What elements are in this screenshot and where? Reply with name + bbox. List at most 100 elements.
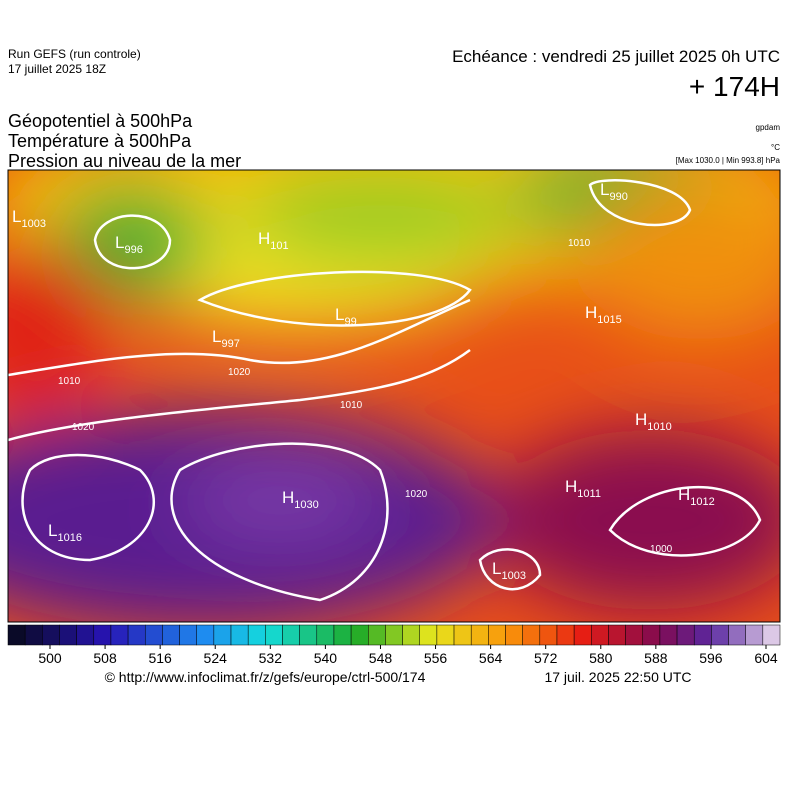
colorbar-swatch (711, 624, 729, 646)
isobar-label: 1010 (58, 376, 81, 387)
colorbar-swatch (608, 624, 626, 646)
center-value: 99 (344, 316, 356, 328)
unit: [Max 1030.0 | Min 993.8] hPa (676, 156, 781, 165)
pressure-center: L99 (335, 305, 357, 328)
run-label: Run GEFS (run controle) (8, 47, 141, 61)
colorbar-swatch (745, 624, 764, 646)
colorbar-swatch (488, 624, 506, 646)
center-type: H (258, 229, 270, 248)
center-type: H (678, 485, 690, 504)
colorbar-swatch (505, 624, 523, 646)
isobar-label: 1020 (405, 489, 428, 500)
center-type: L (335, 305, 344, 324)
colorbar-tick-label: 548 (369, 650, 393, 666)
colorbar-swatch (179, 624, 197, 646)
isobar-label: 1000 (650, 544, 673, 555)
colorbar-swatch (573, 624, 592, 646)
colorbar-swatch (282, 624, 300, 646)
colorbar-tick-label: 508 (93, 650, 117, 666)
colorbar-swatch (556, 624, 575, 646)
pressure-center: H1010 (635, 410, 672, 433)
colorbar-swatch (127, 624, 146, 646)
isobar-label: 1020 (228, 367, 251, 378)
colorbar-swatch (93, 624, 112, 646)
colorbar-swatch (162, 624, 180, 646)
colorbar-swatch (642, 624, 661, 646)
center-type: L (600, 180, 609, 199)
colorbar-swatch (316, 624, 335, 646)
colorbar-swatch (368, 624, 386, 646)
colorbar-swatch (385, 624, 403, 646)
center-value: 1011 (577, 488, 601, 500)
colorbar-swatch (144, 624, 163, 646)
colorbar-swatch (676, 624, 695, 646)
pressure-center: L990 (600, 180, 628, 203)
pressure-center: L997 (212, 327, 240, 350)
generated-time: 17 juil. 2025 22:50 UTC (544, 669, 691, 685)
colorbar-swatch (625, 624, 644, 646)
colorbar-swatch (7, 624, 26, 646)
colorbar: 500 508 516 524 532 540 548 556 564 572 580 588 596 6… (7, 624, 781, 666)
map-frame (7, 169, 781, 623)
colorbar-tick-label: 564 (479, 650, 503, 666)
center-type: L (492, 559, 501, 578)
colorbar-swatch (247, 624, 266, 646)
isobar-label: 1020 (72, 422, 95, 433)
colorbar-tick-label: 588 (644, 650, 668, 666)
center-value: 1030 (294, 499, 318, 511)
pressure-center: H1015 (585, 303, 622, 326)
colorbar-tick-label: 524 (204, 650, 228, 666)
center-value: 996 (124, 244, 142, 256)
colorbar-swatch (693, 624, 712, 646)
colorbar-swatch (402, 624, 420, 646)
colorbar-tick-label: 596 (699, 650, 723, 666)
center-value: 1010 (647, 421, 671, 433)
pressure-center: H1012 (678, 485, 715, 508)
colorbar-swatch (659, 624, 678, 646)
colorbar-swatch (24, 624, 43, 646)
colorbar-tick-label: 572 (534, 650, 558, 666)
center-type: L (212, 327, 221, 346)
unit: °C (771, 143, 780, 152)
pressure-center: H1011 (565, 477, 601, 500)
center-value: 1016 (57, 532, 81, 544)
center-value: 1015 (597, 314, 621, 326)
pressure-center: L1003 (492, 559, 526, 582)
lead-time: + 174H (689, 71, 780, 102)
pressure-center: L1003 (12, 207, 46, 230)
source: © http://www.infoclimat.fr/z/gefs/europe… (105, 669, 426, 685)
colorbar-swatch (196, 624, 215, 646)
center-type: H (565, 477, 577, 496)
colorbar-tick-label: 532 (259, 650, 283, 666)
colorbar-swatch (110, 624, 129, 646)
colorbar-swatch (59, 624, 77, 646)
colorbar-swatch (350, 624, 369, 646)
colorbar-swatch (522, 624, 541, 646)
colorbar-swatch (762, 624, 781, 646)
colorbar-swatch (299, 624, 318, 646)
center-type: H (282, 488, 294, 507)
colorbar-tick-label: 604 (754, 650, 778, 666)
colorbar-swatch (728, 624, 746, 646)
map (8, 170, 780, 622)
colorbar-swatch (76, 624, 95, 646)
center-value: 990 (609, 191, 627, 203)
run-date: 17 juillet 2025 18Z (8, 62, 106, 76)
valid-time: Echéance : vendredi 25 juillet 2025 0h U… (452, 47, 780, 66)
center-value: 101 (270, 240, 288, 252)
isobar-label: 1010 (340, 400, 363, 411)
isobar-label: 1010 (568, 238, 591, 249)
center-value: 1003 (21, 218, 45, 230)
layer-title: Pression au niveau de la mer (8, 151, 241, 171)
center-type: L (48, 521, 57, 540)
colorbar-tick-label: 500 (38, 650, 62, 666)
center-type: H (585, 303, 597, 322)
center-value: 997 (221, 338, 239, 350)
colorbar-swatch (591, 624, 609, 646)
colorbar-swatch (265, 624, 283, 646)
colorbar-tick-label: 516 (148, 650, 172, 666)
colorbar-swatch (539, 624, 558, 646)
layer-title: Température à 500hPa (8, 131, 192, 151)
colorbar-swatch (436, 624, 455, 646)
